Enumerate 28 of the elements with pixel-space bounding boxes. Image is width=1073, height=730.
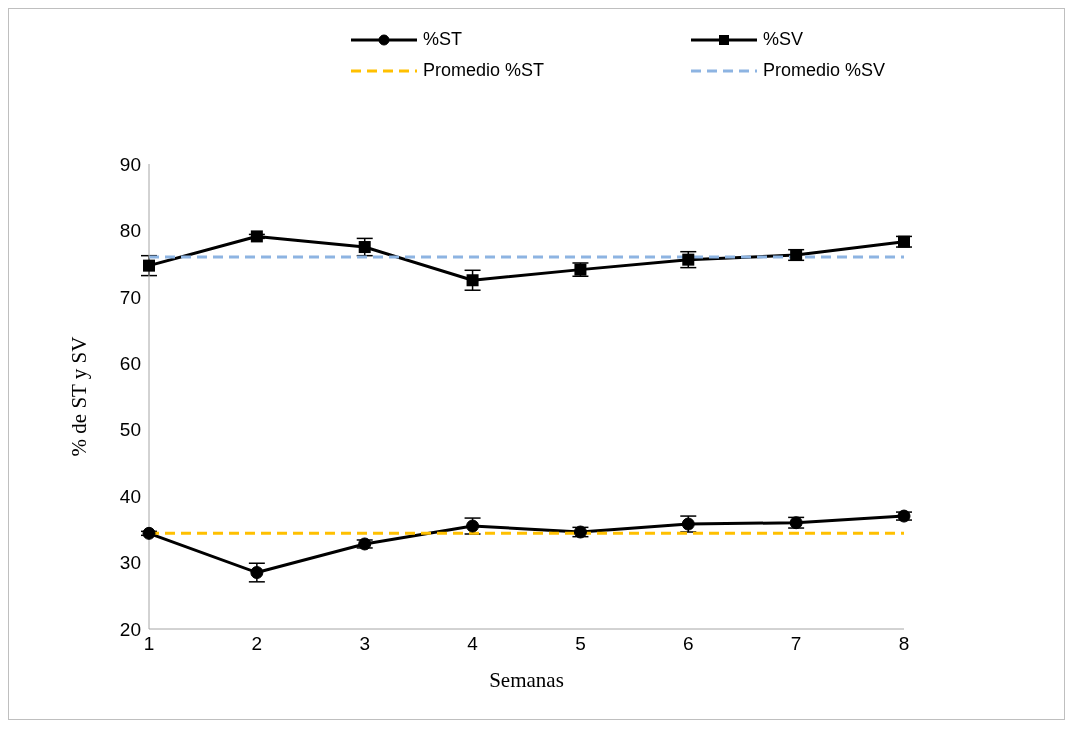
y-tick-label: 50 (119, 419, 141, 441)
point (358, 241, 371, 254)
y-tick-label: 70 (119, 286, 141, 308)
legend-label: Promedio %ST (423, 60, 545, 81)
y-tick-label: 40 (119, 485, 141, 507)
point (142, 526, 156, 540)
legend-label: %ST (423, 29, 463, 50)
x-tick-label: 1 (143, 633, 155, 655)
y-tick-label: 80 (119, 220, 141, 242)
x-tick-label: 3 (359, 633, 370, 655)
x-tick-label: 8 (898, 633, 910, 655)
x-tick-label: 7 (790, 633, 802, 655)
x-tick-label: 2 (251, 633, 263, 655)
y-tick-label: 20 (119, 618, 141, 640)
x-tick-label: 6 (683, 633, 694, 655)
legend-label: Promedio %SV (763, 60, 886, 81)
y-tick-label: 60 (119, 353, 141, 375)
y-tick-label: 90 (119, 153, 141, 175)
point (466, 274, 479, 287)
y-axis-title: % de ST y SV (67, 336, 92, 457)
legend-label: %SV (763, 29, 804, 50)
point (250, 230, 263, 243)
x-tick-label: 4 (467, 633, 479, 655)
y-tick-label: 30 (119, 552, 141, 574)
x-tick-label: 5 (575, 633, 586, 655)
x-axis-title: Semanas (489, 668, 564, 692)
point (250, 566, 264, 580)
point (143, 259, 155, 272)
